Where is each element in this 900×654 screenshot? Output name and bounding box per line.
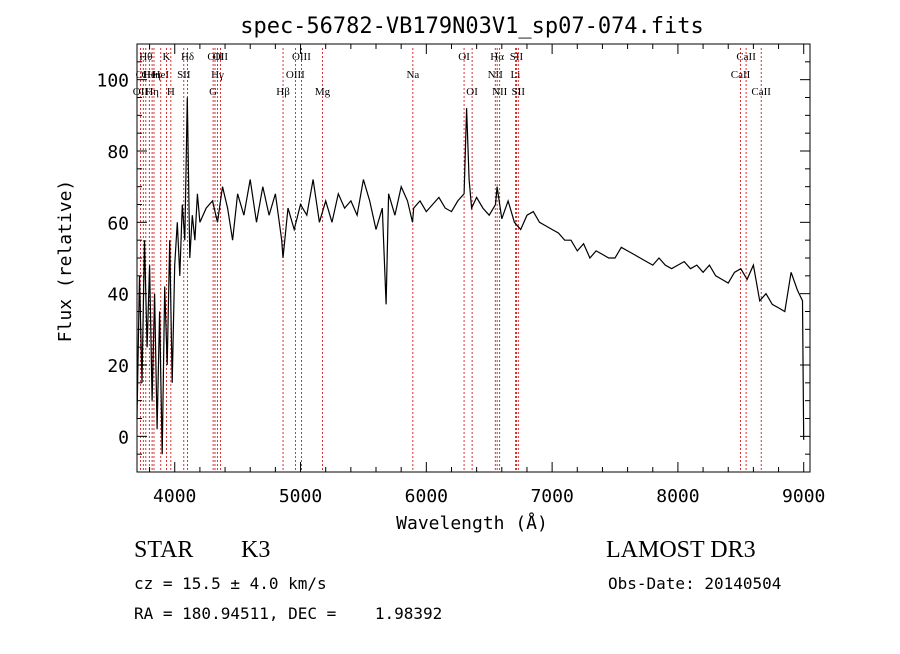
x-axis-label: Wavelength (Å)	[396, 512, 548, 534]
x-tick-label-0: 4000	[153, 486, 196, 507]
plot-frame	[136, 43, 811, 473]
line-label-7: K	[162, 51, 170, 63]
line-label-30: CaII	[751, 86, 771, 98]
line-label-13: Hγ	[211, 69, 224, 81]
line-label-23: Hα	[490, 51, 504, 63]
line-label-12: OII	[207, 51, 223, 63]
line-label-29: CaII	[736, 51, 756, 63]
y-tick-label-1: 20	[107, 356, 129, 377]
line-label-27: SII	[512, 86, 526, 98]
observation-date: Obs-Date: 20140504	[608, 574, 782, 593]
y-tick-label-0: 0	[118, 427, 129, 448]
survey-name: LAMOST DR3	[606, 537, 756, 563]
y-tick-label-5: 100	[96, 71, 129, 92]
chart-title: spec-56782-VB179N03V1_sp07-074.fits	[240, 14, 704, 39]
line-label-16: OIII	[286, 69, 305, 81]
y-tick-label-2: 40	[107, 285, 129, 306]
line-label-22: NII	[488, 69, 504, 81]
line-label-10: Hδ	[181, 51, 194, 63]
line-label-28: CaII	[731, 69, 751, 81]
spectral-line-markers: OIIOIIHθHeHηHηHeIKHSIIHδGOIIHγOIIHβOIIIO…	[133, 48, 771, 472]
line-label-3: He	[143, 69, 156, 81]
line-label-18: Mg	[315, 86, 331, 98]
line-label-20: OI	[458, 51, 470, 63]
line-label-15: Hβ	[276, 86, 290, 98]
line-label-17: OIII	[292, 51, 311, 63]
object-subclass: K3	[241, 537, 271, 563]
line-label-24: NII	[492, 86, 508, 98]
object-class: STAR	[134, 537, 194, 563]
x-tick-label-2: 6000	[405, 486, 448, 507]
line-label-21: OI	[466, 86, 478, 98]
x-tick-label-4: 8000	[656, 486, 699, 507]
spectrum-series	[136, 97, 805, 455]
line-label-14: OII	[213, 51, 229, 63]
y-tick-label-4: 80	[107, 142, 129, 163]
plot-axes: 4000 5000 6000 7000 8000 9000 0 20 40 60 80 100	[96, 43, 825, 507]
x-tick-label-3: 7000	[530, 486, 573, 507]
line-label-25: Li	[510, 69, 520, 81]
x-tick-label-1: 5000	[279, 486, 322, 507]
y-axis-label: Flux (relative)	[55, 180, 76, 343]
ra-dec-coordinates: RA = 180.94511, DEC = 1.98392	[134, 604, 443, 623]
line-label-2: Hθ	[139, 51, 152, 63]
line-label-4: Hη	[145, 86, 159, 98]
y-tick-label-3: 60	[107, 213, 129, 234]
line-label-19: Na	[406, 69, 419, 81]
line-label-6: HeI	[153, 69, 170, 81]
redshift-cz: cz = 15.5 ± 4.0 km/s	[134, 574, 327, 593]
line-label-11: G	[209, 86, 217, 98]
spectrum-line	[136, 97, 805, 455]
line-label-1: OII	[136, 69, 152, 81]
x-tick-label-5: 9000	[782, 486, 825, 507]
line-label-9: SII	[177, 69, 191, 81]
line-label-26: SII	[510, 51, 524, 63]
line-label-8: H	[167, 86, 175, 98]
line-label-5: Hη	[147, 69, 161, 81]
